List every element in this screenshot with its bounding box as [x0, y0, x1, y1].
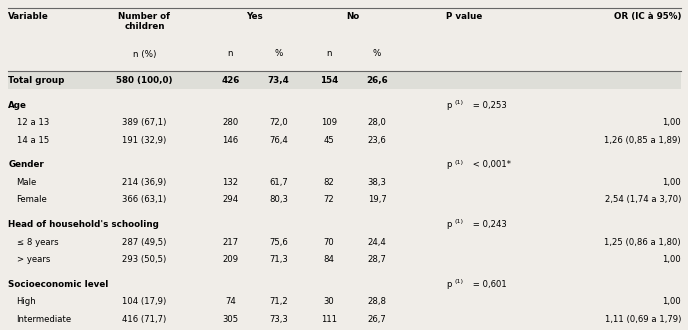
Text: 28,7: 28,7 — [367, 255, 387, 264]
Text: OR (IC à 95%): OR (IC à 95%) — [614, 12, 681, 20]
Text: n (%): n (%) — [133, 50, 156, 58]
Text: P value: P value — [446, 12, 482, 20]
Text: Number of
children: Number of children — [118, 12, 171, 31]
Text: 580 (100,0): 580 (100,0) — [116, 76, 173, 85]
Text: 82: 82 — [323, 178, 334, 187]
Text: 104 (17,9): 104 (17,9) — [122, 297, 166, 306]
Text: 19,7: 19,7 — [367, 195, 387, 204]
Text: = 0,253: = 0,253 — [470, 101, 506, 110]
Text: 191 (32,9): 191 (32,9) — [122, 136, 166, 145]
Text: 28,0: 28,0 — [367, 118, 387, 127]
Text: No: No — [346, 12, 360, 20]
Text: 2,54 (1,74 a 3,70): 2,54 (1,74 a 3,70) — [605, 195, 681, 204]
Text: 132: 132 — [222, 178, 239, 187]
Text: > years: > years — [17, 255, 50, 264]
Text: 294: 294 — [222, 195, 239, 204]
Text: 76,4: 76,4 — [269, 136, 288, 145]
Text: Variable: Variable — [8, 12, 49, 20]
Text: 71,3: 71,3 — [269, 255, 288, 264]
Text: 1,00: 1,00 — [663, 297, 681, 306]
Text: 366 (63,1): 366 (63,1) — [122, 195, 166, 204]
Text: 146: 146 — [222, 136, 239, 145]
Text: Gender: Gender — [8, 160, 44, 169]
Text: 72,0: 72,0 — [269, 118, 288, 127]
Text: p: p — [446, 160, 451, 169]
Text: 75,6: 75,6 — [269, 238, 288, 247]
Text: 26,7: 26,7 — [367, 315, 387, 324]
Text: 72: 72 — [323, 195, 334, 204]
Text: (1): (1) — [455, 219, 464, 224]
Text: 280: 280 — [222, 118, 239, 127]
Text: 389 (67,1): 389 (67,1) — [122, 118, 166, 127]
Text: 74: 74 — [225, 297, 236, 306]
Text: n: n — [228, 50, 233, 58]
Text: (1): (1) — [455, 100, 464, 105]
Text: 109: 109 — [321, 118, 337, 127]
Text: %: % — [275, 50, 283, 58]
Text: 1,11 (0,69 a 1,79): 1,11 (0,69 a 1,79) — [605, 315, 681, 324]
Text: %: % — [373, 50, 381, 58]
Text: Head of household's schooling: Head of household's schooling — [8, 220, 159, 229]
Text: 24,4: 24,4 — [367, 238, 387, 247]
Text: 12 a 13: 12 a 13 — [17, 118, 49, 127]
Text: 293 (50,5): 293 (50,5) — [122, 255, 166, 264]
Text: 84: 84 — [323, 255, 334, 264]
Text: 214 (36,9): 214 (36,9) — [122, 178, 166, 187]
Text: n: n — [326, 50, 332, 58]
Text: 70: 70 — [323, 238, 334, 247]
Text: 80,3: 80,3 — [269, 195, 288, 204]
Text: 61,7: 61,7 — [269, 178, 288, 187]
Text: ≤ 8 years: ≤ 8 years — [17, 238, 58, 247]
Text: 73,3: 73,3 — [269, 315, 288, 324]
Text: 111: 111 — [321, 315, 337, 324]
Text: 14 a 15: 14 a 15 — [17, 136, 49, 145]
Text: 287 (49,5): 287 (49,5) — [122, 238, 166, 247]
Text: Age: Age — [8, 101, 27, 110]
Text: 1,00: 1,00 — [663, 255, 681, 264]
Text: 38,3: 38,3 — [367, 178, 387, 187]
Text: p: p — [446, 220, 451, 229]
Text: 426: 426 — [222, 76, 239, 85]
Text: p: p — [446, 101, 451, 110]
Text: = 0,243: = 0,243 — [470, 220, 506, 229]
Text: 416 (71,7): 416 (71,7) — [122, 315, 166, 324]
Text: Intermediate: Intermediate — [17, 315, 72, 324]
Text: 1,26 (0,85 a 1,89): 1,26 (0,85 a 1,89) — [605, 136, 681, 145]
Text: = 0,601: = 0,601 — [470, 280, 506, 289]
Text: Socioeconomic level: Socioeconomic level — [8, 280, 109, 289]
Text: 154: 154 — [320, 76, 338, 85]
Text: Female: Female — [17, 195, 47, 204]
Text: 73,4: 73,4 — [268, 76, 290, 85]
Text: 1,00: 1,00 — [663, 118, 681, 127]
Text: (1): (1) — [455, 160, 464, 165]
Text: < 0,001*: < 0,001* — [470, 160, 511, 169]
Text: 30: 30 — [323, 297, 334, 306]
Text: p: p — [446, 280, 451, 289]
Text: 217: 217 — [222, 238, 239, 247]
Text: Yes: Yes — [246, 12, 263, 20]
Text: 28,8: 28,8 — [367, 297, 387, 306]
Text: 45: 45 — [323, 136, 334, 145]
Bar — [8, 72, 681, 89]
Text: Total group: Total group — [8, 76, 65, 85]
Text: 71,2: 71,2 — [269, 297, 288, 306]
Text: 23,6: 23,6 — [367, 136, 387, 145]
Text: 26,6: 26,6 — [366, 76, 388, 85]
Text: 209: 209 — [222, 255, 239, 264]
Text: 1,25 (0,86 a 1,80): 1,25 (0,86 a 1,80) — [605, 238, 681, 247]
Text: High: High — [17, 297, 36, 306]
Text: 1,00: 1,00 — [663, 178, 681, 187]
Text: (1): (1) — [455, 279, 464, 284]
Text: Male: Male — [17, 178, 36, 187]
Text: 305: 305 — [222, 315, 239, 324]
